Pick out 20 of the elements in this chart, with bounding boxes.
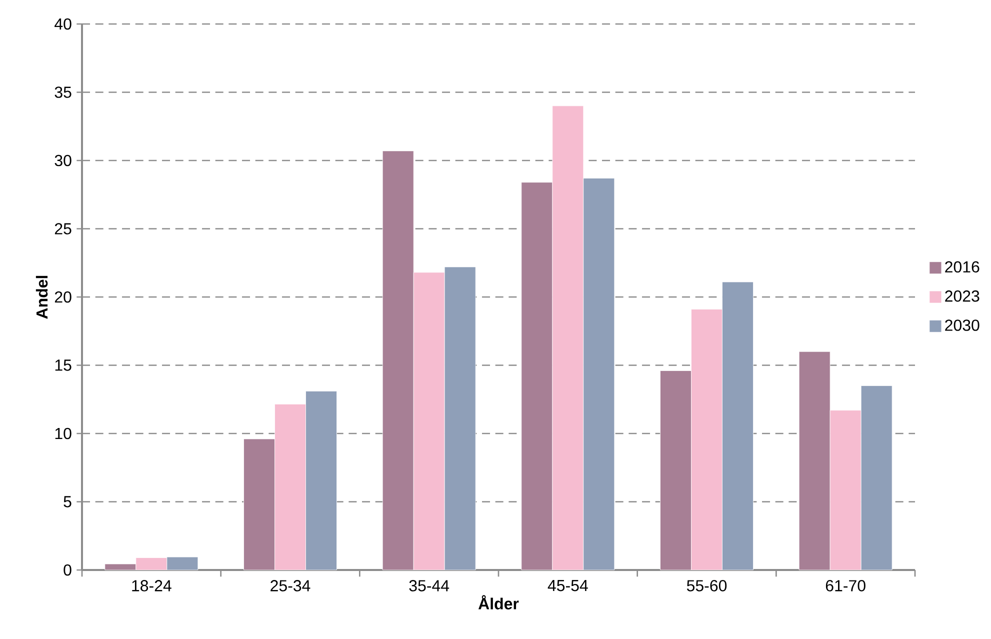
y-tick-label: 5	[64, 496, 72, 508]
x-tick-label: 25-34	[270, 580, 310, 592]
x-tick-label: 18-24	[132, 580, 172, 592]
y-tick-label: 25	[54, 223, 72, 234]
y-axis-title: Andel	[36, 276, 48, 319]
x-axis-title: Ålder	[478, 595, 519, 610]
y-tick-label: 15	[55, 360, 72, 371]
x-tick-label: 55-60	[686, 580, 727, 592]
y-tick-label: 30	[54, 154, 72, 166]
legend-label: 2030	[945, 320, 980, 331]
y-tick-label: 35	[54, 86, 72, 98]
y-tick-label: 40	[54, 18, 72, 30]
x-tick-label: 45-54	[548, 580, 588, 592]
x-tick-label: 35-44	[409, 580, 450, 592]
legend-label: 2023	[945, 290, 980, 302]
y-tick-label: 20	[54, 291, 72, 303]
y-tick-label: 0	[64, 564, 72, 576]
legend-label: 2016	[945, 261, 980, 273]
x-tick-label: 61-70	[826, 580, 866, 592]
y-tick-label: 10	[55, 428, 72, 440]
